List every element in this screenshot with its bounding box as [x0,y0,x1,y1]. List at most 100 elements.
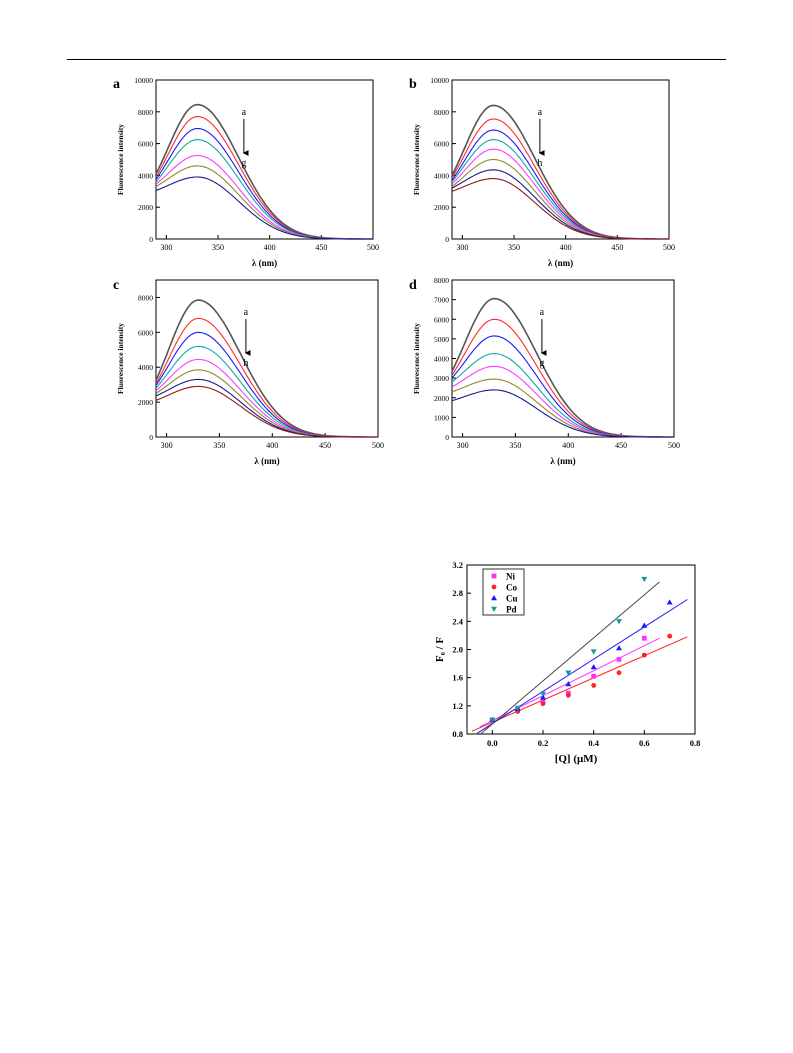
fit-line-ni [479,637,660,728]
arrow-start-label: a [538,107,543,118]
panel-label: a [113,77,120,92]
y-tick-label: 10000 [134,76,153,85]
legend-label-ni: Ni [506,572,515,582]
spectrum-line [451,389,674,438]
arrow-start-label: a [242,107,247,118]
legend-marker [491,606,497,612]
x-axis-title: λ (nm) [252,258,277,268]
arrow-start-label: a [244,307,249,318]
data-point-pd [616,619,622,625]
y-tick-label: 10000 [430,76,449,85]
spectrum-line [451,178,669,240]
x-tick-label: 450 [615,441,627,450]
arrow-end-label: g [241,158,246,169]
x-tick-label: 400 [266,441,278,450]
x-tick-label: 300 [160,243,172,252]
y-tick-label: 6000 [138,140,153,149]
x-axis-title: λ (nm) [548,258,573,268]
data-point-cu [540,694,546,700]
y-tick-label: 0.8 [452,729,463,739]
legend-label-pd: Pd [506,605,517,615]
spectrum-line [451,378,674,438]
data-point-ni [540,698,546,704]
plot-frame [155,279,379,438]
x-tick-label: 350 [508,243,520,252]
x-tick-label: 300 [457,441,469,450]
y-tick-label: 2.8 [452,588,463,598]
x-tick-label: 400 [560,243,572,252]
data-point-co [591,683,597,688]
spectrum-line [155,176,373,240]
y-tick-label: 4000 [434,355,449,364]
panel-d: 300 350 400 450 5000100020003000400050006000… [409,276,680,466]
y-tick-label: 6000 [138,328,153,337]
x-tick-label: 300 [161,441,173,450]
arrow-end-label: h [537,158,542,169]
x-tick-label: 450 [611,243,623,252]
x-tick-label: 350 [213,441,225,450]
y-tick-label: 0 [149,235,153,244]
panel-label: d [409,278,417,293]
panel-b: 300 350 400 450 500 0 2000 4000 6000 8000 10000 a h b… [409,76,675,268]
y-tick-label: 1.6 [452,673,463,683]
plot-frame [451,79,670,240]
legend-marker [491,573,497,579]
y-axis-title: Fluorescence intensity [412,124,421,195]
legend-label-cu: Cu [506,594,518,604]
y-tick-label: 2000 [434,394,449,403]
y-tick-label: 2.4 [452,616,463,626]
fit-line-cu [476,599,688,734]
x-tick-label: 500 [367,243,379,252]
x-tick-label: 400 [264,243,276,252]
spectrum-line [451,139,669,240]
panel-label: b [409,77,417,92]
data-point-cu [565,681,572,687]
data-point-co [540,701,546,707]
arrow-start-label: a [540,307,545,318]
y-tick-label: 3.2 [452,560,463,570]
y-tick-label: 1.2 [452,701,463,711]
x-axis-title: [Q] (μM) [555,753,598,765]
y-axis-title: Fluorescence intensity [116,323,125,394]
x-tick-label: 0.0 [487,738,498,748]
fit-line-pd [479,581,660,736]
y-tick-label: 8000 [434,108,449,117]
spectrum-line [155,385,378,438]
y-axis-title: Fluorescence intensity [412,323,421,394]
y-tick-label: 3000 [434,374,449,383]
spectrum-line [451,365,674,438]
x-tick-label: 450 [319,441,331,450]
data-point-pd [514,705,521,711]
data-point-ni [591,673,597,679]
x-tick-label: 500 [372,441,384,450]
data-point-pd [590,649,597,655]
spectrum-line [451,104,669,240]
legend-marker [491,584,497,590]
y-tick-label: 2000 [434,203,449,212]
y-tick-label: 0 [445,235,449,244]
data-point-pd [489,717,496,723]
y-tick-label: 6000 [434,315,449,324]
data-point-cu [590,664,597,670]
spectrum-line [155,369,378,438]
spectrum-line [451,318,674,438]
panel-a: 300 350 400 450 500 0 2000 4000 6000 8000 10000 a g a… [113,76,379,268]
data-point-ni [616,656,622,662]
legend-marker [491,595,497,601]
x-axis-title: λ (nm) [550,456,575,466]
y-tick-label: 5000 [434,335,449,344]
data-point-pd [540,691,546,697]
header-rule [67,59,726,60]
y-tick-label: 6000 [434,140,449,149]
y-tick-label: 2000 [138,203,153,212]
data-point-pd [565,670,572,676]
data-point-co [616,670,622,676]
x-tick-label: 500 [668,441,680,450]
x-tick-label: 0.4 [588,738,599,748]
x-tick-label: 400 [562,441,574,450]
y-axis-title: Fluorescence intensity [116,124,125,195]
data-point-cu [616,645,622,651]
panel-label: c [113,278,119,293]
